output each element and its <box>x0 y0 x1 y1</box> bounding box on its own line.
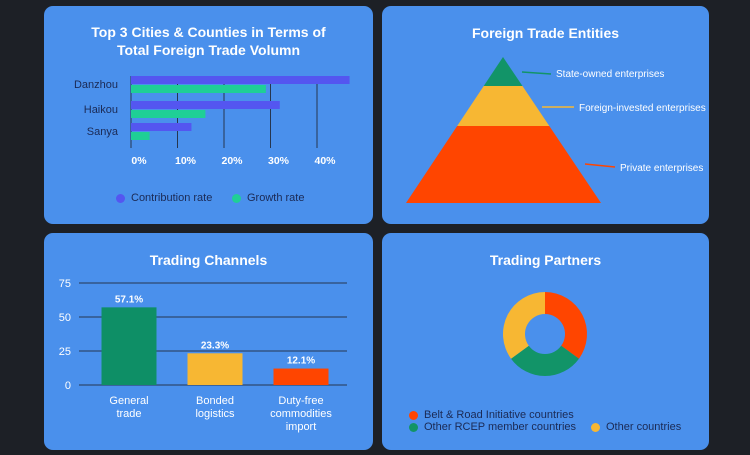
contribution-legend-label: Contribution rate <box>131 192 213 204</box>
bar-contribution <box>131 123 192 131</box>
x-tick-label: 10% <box>175 155 197 167</box>
trading-partners-title: Trading Partners <box>489 252 602 268</box>
y-tick-label: 25 <box>59 346 71 358</box>
y-tick-label: 0 <box>65 380 71 392</box>
channel-category-label: Bonded <box>196 395 234 407</box>
belt-road-legend-dot <box>409 410 418 420</box>
donut-slice <box>545 292 588 359</box>
other-legend-dot <box>591 422 600 432</box>
state-owned-leader-line <box>521 71 552 75</box>
rcep-legend-dot <box>409 422 418 432</box>
bar-growth <box>131 132 150 140</box>
top-cities-title-line-1: Top 3 Cities & Counties in Terms of <box>91 24 326 40</box>
state-owned-label: State-owned enterprises <box>556 69 664 80</box>
belt-road-legend-label: Belt & Road Initiative countries <box>424 409 574 421</box>
rcep-legend-label: Other RCEP member countries <box>424 421 577 433</box>
channel-value-label: 57.1% <box>115 294 143 305</box>
trading-partners-panel: Trading Partners Belt & Road Initiative … <box>382 233 709 450</box>
channel-category-label: Duty-free <box>278 395 323 407</box>
category-label: Danzhou <box>74 79 118 91</box>
private-leader-line <box>584 163 616 168</box>
growth-legend-dot <box>232 193 241 203</box>
top-cities-title-line-2: Total Foreign Trade Volumn <box>116 42 301 58</box>
trade-entities-title: Foreign Trade Entities <box>471 25 620 41</box>
y-tick-label: 75 <box>59 278 71 290</box>
channel-value-label: 12.1% <box>287 356 315 367</box>
private-label: Private enterprises <box>620 163 703 174</box>
y-tick-label: 50 <box>59 312 71 324</box>
donut-slice <box>502 292 545 359</box>
x-tick-label: 30% <box>268 155 290 167</box>
channel-category-label: import <box>286 421 317 433</box>
legend-contribution: Contribution rate <box>116 192 212 204</box>
pyramid-private <box>406 126 601 203</box>
donut-slice <box>511 345 579 377</box>
trading-channels-title: Trading Channels <box>149 252 268 268</box>
x-tick-label: 20% <box>221 155 243 167</box>
channel-category-label: commodities <box>270 408 332 420</box>
trading-channels-panel: Trading Channels 0 25 50 75 57.1% General trad… <box>44 233 373 450</box>
pyramid-state-owned <box>483 57 523 86</box>
channel-bar <box>187 353 243 385</box>
legend-other: Other countries <box>591 421 681 433</box>
trade-entities-pyramid: State-owned enterprises Foreign-invested… <box>406 57 706 203</box>
trade-entities-panel: Foreign Trade Entities State-owned enter… <box>382 6 709 224</box>
category-label: Sanya <box>87 126 119 138</box>
legend-growth: Growth rate <box>232 192 304 204</box>
other-legend-label: Other countries <box>606 421 682 433</box>
trading-partners-donut <box>502 292 588 377</box>
channel-category-label: logistics <box>195 408 235 420</box>
foreign-invested-label: Foreign-invested enterprises <box>579 103 706 114</box>
x-tick-label: 40% <box>314 155 336 167</box>
top-cities-panel: Top 3 Cities & Counties in Terms of Tota… <box>44 6 373 224</box>
legend-belt-road: Belt & Road Initiative countries <box>409 409 574 421</box>
contribution-legend-dot <box>116 193 125 203</box>
channel-bar <box>101 307 157 385</box>
channel-value-label: 23.3% <box>201 340 229 351</box>
bar-contribution <box>131 101 280 109</box>
pyramid-foreign-invested <box>457 86 550 126</box>
x-tick-label: 0% <box>131 155 147 167</box>
category-label: Haikou <box>84 104 118 116</box>
legend-rcep: Other RCEP member countries <box>409 421 576 433</box>
growth-legend-label: Growth rate <box>247 192 305 204</box>
bar-growth <box>131 85 266 93</box>
channel-category-label: General <box>109 395 148 407</box>
bar-contribution <box>131 76 350 84</box>
channel-category-label: trade <box>116 408 141 420</box>
top-cities-chart: 0% 10% 20% 30% 40% Danzhou Haikou Sanya <box>74 76 350 167</box>
bar-growth <box>131 110 206 118</box>
channel-bar <box>273 368 329 385</box>
